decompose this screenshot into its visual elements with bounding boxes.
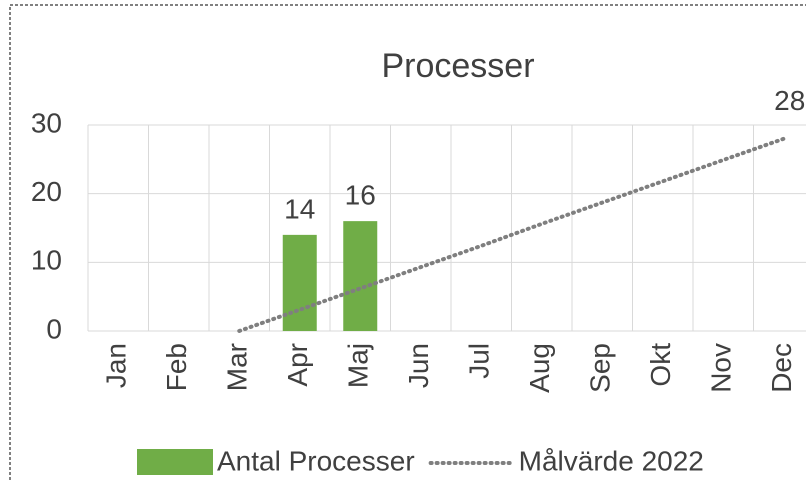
legend-swatch [137, 449, 213, 475]
x-tick-label: Jan [101, 343, 132, 388]
x-tick-label: Feb [161, 343, 192, 391]
data-label: 28 [774, 85, 805, 116]
data-label: 14 [284, 193, 315, 224]
x-tick-label: Okt [645, 343, 676, 387]
x-tick-label: Aug [524, 343, 555, 393]
x-tick-label: Maj [343, 343, 374, 388]
legend-label: Målvärde 2022 [519, 445, 704, 476]
x-tick-label: Jun [403, 343, 434, 388]
x-tick-label: Mar [222, 343, 253, 391]
y-tick-label: 10 [31, 245, 62, 276]
chart-title: Processer [381, 47, 534, 85]
y-tick-label: 0 [46, 313, 62, 344]
x-tick-label: Apr [282, 343, 313, 387]
x-tick-label: Nov [706, 343, 737, 393]
target-line [237, 136, 786, 333]
bar [343, 221, 378, 331]
x-tick-label: Dec [766, 343, 797, 393]
data-label: 16 [345, 180, 376, 211]
x-tick-label: Sep [585, 343, 616, 393]
chart-border [9, 4, 806, 481]
y-tick-label: 20 [31, 176, 62, 207]
y-tick-label: 30 [31, 107, 62, 138]
x-tick-label: Jul [464, 343, 495, 379]
legend-label: Antal Processer [217, 445, 415, 476]
bar [282, 234, 317, 331]
